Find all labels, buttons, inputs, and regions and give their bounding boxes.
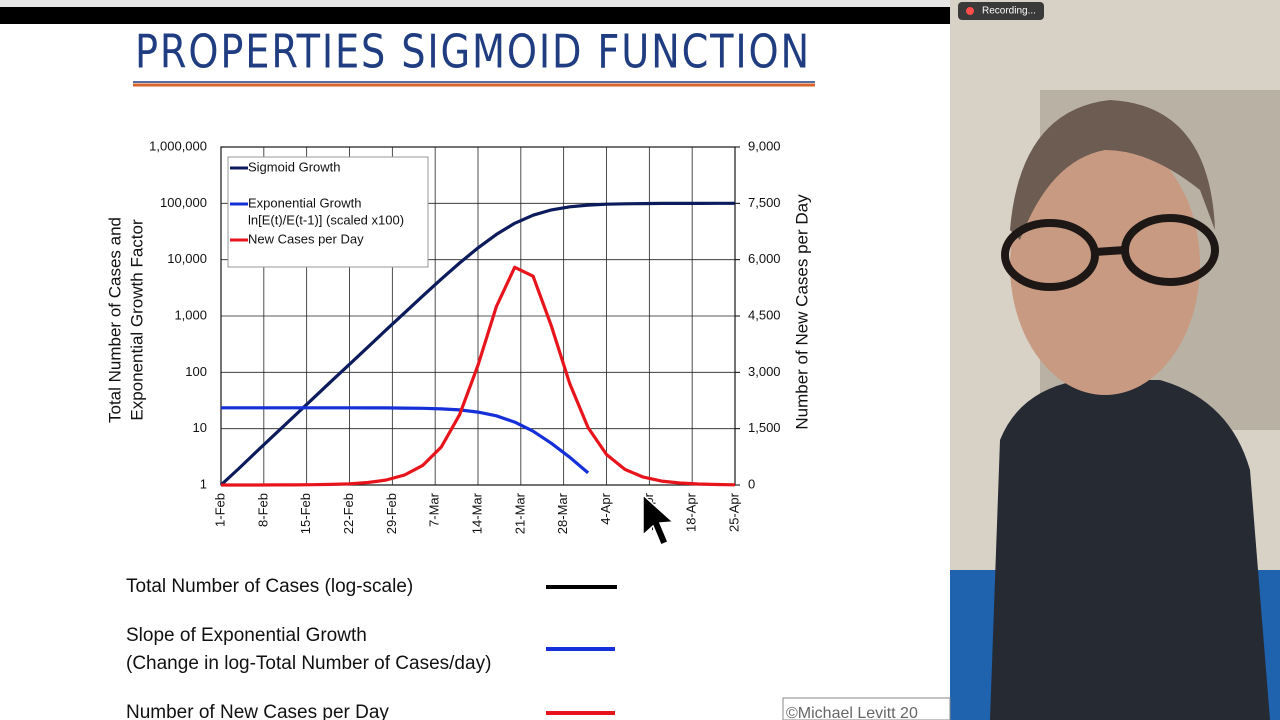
webcam-feed: Recording...	[950, 0, 1280, 720]
x-tick-label: 25-Apr	[726, 492, 741, 532]
legend-note: ln[E(t)/E(t-1)] (scaled x100)	[248, 212, 404, 227]
y-tick-label: 100,000	[160, 195, 207, 210]
series-line	[219, 201, 735, 487]
key-text: Total Number of Cases (log-scale)	[126, 576, 413, 597]
recording-label: Recording...	[982, 6, 1036, 17]
footer: ©Michael Levitt 20	[786, 705, 918, 720]
legend-label: Exponential Growth	[248, 195, 361, 210]
y-tick-label: 1	[200, 476, 207, 491]
glasses	[1001, 214, 1219, 291]
y-tick-label: 100	[185, 364, 207, 379]
y2-tick-label: 0	[748, 476, 755, 491]
y2-tick-label: 9,000	[748, 138, 781, 153]
y2-tick-label: 6,000	[748, 251, 781, 266]
x-tick-label: 29-Feb	[384, 493, 399, 534]
y2-tick-label: 7,500	[748, 195, 781, 210]
footer-box	[782, 697, 951, 720]
x-tick-label: 18-Apr	[684, 492, 699, 532]
x-tick-label: 22-Feb	[341, 493, 356, 534]
x-tick-label: 14-Mar	[469, 492, 484, 534]
x-tick-label: 8-Feb	[255, 493, 270, 527]
series-line	[221, 265, 736, 487]
key-text: Number of New Cases per Day	[126, 702, 389, 720]
legend-box	[227, 156, 429, 268]
y2-tick-label: 4,500	[748, 307, 781, 322]
series-line	[221, 406, 590, 475]
chart: 1,000,000 100,000 10,000 1,000 100 10 1 9,000 7,…	[105, 138, 811, 534]
key-text: (Change in log-Total Number of Cases/day…	[126, 653, 491, 674]
legend-label: Sigmoid Growth	[248, 159, 340, 174]
recording-badge	[958, 2, 1044, 20]
y-axis-label: Exponential Growth Factor	[127, 219, 146, 421]
x-tick-label: 1-Feb	[212, 493, 227, 527]
x-tick-label: 4-Apr	[598, 492, 613, 524]
y-axis-label: Total Number of Cases and	[105, 217, 124, 423]
x-tick-label: 15-Feb	[298, 493, 313, 534]
hair	[1010, 100, 1215, 240]
y2-tick-label: 1,500	[748, 420, 781, 435]
face	[1010, 135, 1200, 395]
shirt	[990, 380, 1270, 720]
x-tick-label: 21-Mar	[512, 492, 527, 534]
top-bar	[0, 7, 950, 24]
top-strip	[0, 0, 950, 7]
slide-title: PROPERTIES SIGMOID FUNCTION	[135, 25, 811, 79]
y-tick-label: 1,000,000	[149, 138, 207, 153]
x-tick-label: 28-Mar	[555, 492, 570, 534]
y2-tick-label: 3,000	[748, 364, 781, 379]
y-tick-label: 10,000	[167, 251, 207, 266]
recording-dot	[966, 7, 974, 15]
legend-label: New Cases per Day	[248, 231, 364, 246]
y2-axis-label: Number of New Cases per Day	[792, 194, 811, 430]
cursor	[642, 493, 675, 546]
x-tick-label: 7-Mar	[427, 492, 442, 527]
key-text: Slope of Exponential Growth	[126, 625, 367, 646]
y-tick-label: 10	[193, 420, 207, 435]
y-tick-label: 1,000	[174, 307, 207, 322]
